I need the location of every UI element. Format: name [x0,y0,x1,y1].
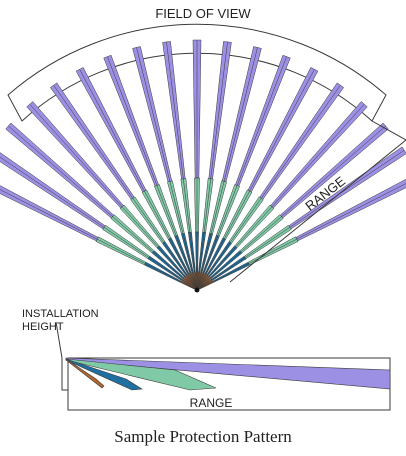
beam-6-centerline [79,69,198,291]
beam-8-centerline [136,47,198,291]
beam-5-centerline [53,85,198,291]
range-label-side: RANGE [190,396,233,410]
installation-height-label-line2: HEIGHT [22,321,64,333]
beam-13-centerline [196,56,287,291]
sensor-mount-bracket [61,358,68,391]
beam-9-centerline [166,41,198,291]
beam-16-centerline [196,104,365,291]
beam-1-far-zone [0,185,99,242]
beam-8-mid-zone [167,180,185,235]
installation-height-leader [55,321,63,359]
beam-4-centerline [29,104,198,291]
beam-11-centerline [196,41,228,291]
beam-15-centerline [196,85,341,291]
installation-height-label-line1: INSTALLATION [22,308,99,320]
beam-14-centerline [196,69,315,291]
beam-3-centerline [8,125,198,291]
beam-7-centerline [107,56,198,291]
beam-12-mid-zone [209,180,227,235]
sensor-origin-dot [194,287,200,293]
field-of-view-label: FIELD OF VIEW [155,6,251,21]
beam-18-centerline [196,149,405,291]
beam-19-centerline [196,183,406,291]
range-bracket [229,120,406,283]
side-view: INSTALLATION HEIGHT RANGE [22,308,391,411]
closest-zone-side [65,358,105,389]
beam-12-centerline [196,47,258,291]
caption: Sample Protection Pattern [114,427,292,446]
beam-2-centerline [0,156,198,291]
beam-17-centerline [196,125,386,291]
top-view: FIELD OF VIEW RANGE [0,6,406,293]
beam-1-centerline [0,189,198,291]
field-of-view-arc [7,23,387,122]
detection-beams [0,39,406,293]
